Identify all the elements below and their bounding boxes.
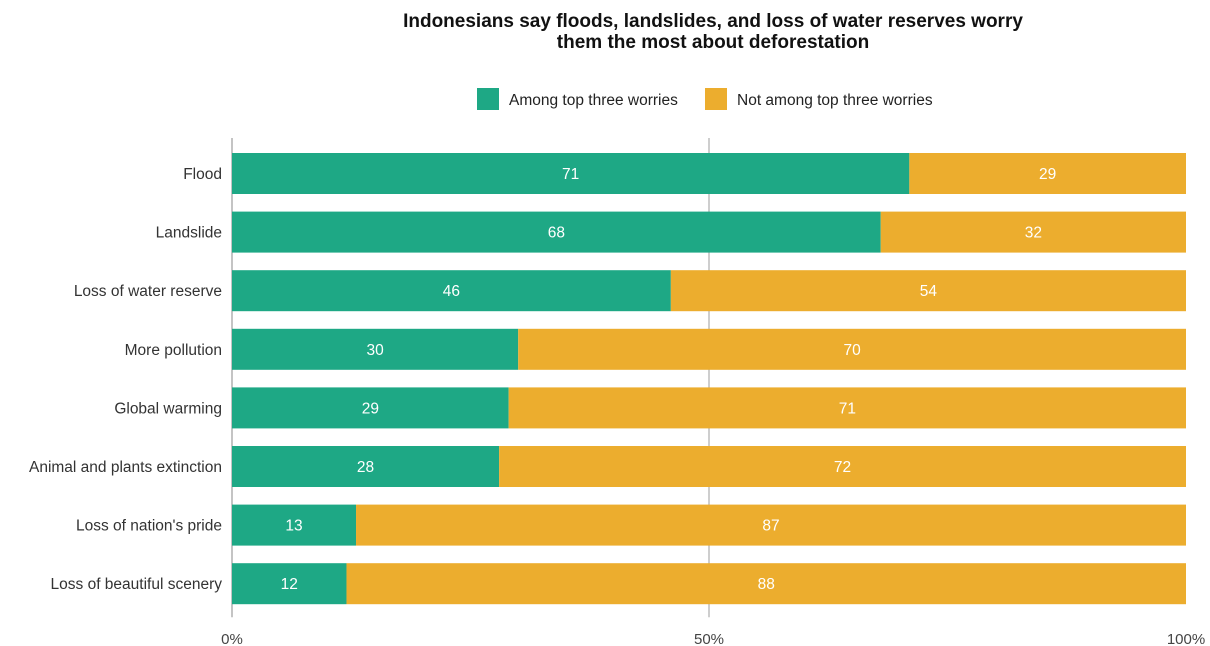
data-label: 87 bbox=[762, 518, 779, 535]
data-label: 72 bbox=[834, 459, 851, 476]
bar-segment bbox=[232, 504, 357, 546]
legend-label: Not among top three worries bbox=[737, 92, 933, 109]
category-label: Loss of water reserve bbox=[74, 283, 222, 300]
data-label: 71 bbox=[562, 166, 579, 183]
bar-segment bbox=[232, 153, 910, 194]
x-axis-ticks: 0% 50% 100% bbox=[221, 631, 1205, 646]
bar-segment bbox=[232, 446, 500, 487]
data-label: 32 bbox=[1025, 225, 1042, 242]
category-label: More pollution bbox=[125, 342, 222, 359]
data-label: 88 bbox=[758, 576, 775, 593]
bar-segment bbox=[880, 211, 1186, 253]
category-label: Flood bbox=[183, 166, 222, 183]
bar-segment bbox=[232, 211, 881, 253]
x-tick-label: 0% bbox=[221, 631, 243, 646]
bar-segment bbox=[518, 328, 1186, 370]
bars: 71 29 68 32 46 54 30 70 29 71 28 72 13 87 12 88 bbox=[232, 153, 1187, 605]
x-tick-label: 100% bbox=[1167, 631, 1205, 646]
data-label: 46 bbox=[443, 283, 460, 300]
bar-segment bbox=[356, 504, 1186, 546]
category-label: Animal and plants extinction bbox=[29, 459, 222, 476]
data-label: 13 bbox=[285, 518, 302, 535]
data-label: 54 bbox=[920, 283, 938, 300]
category-labels: Flood Landslide Loss of water reserve More … bbox=[29, 166, 222, 593]
legend-swatch bbox=[705, 88, 727, 110]
bar-segment bbox=[346, 563, 1187, 605]
legend: Among top three worries Not among top thr… bbox=[477, 88, 933, 110]
data-label: 30 bbox=[366, 342, 384, 359]
legend-swatch bbox=[477, 88, 499, 110]
bar-segment bbox=[232, 328, 519, 370]
data-label: 68 bbox=[548, 225, 565, 242]
category-label: Loss of nation's pride bbox=[76, 518, 222, 535]
category-label: Landslide bbox=[156, 225, 222, 242]
data-label: 71 bbox=[839, 400, 856, 417]
chart-title-line: Indonesians say floods, landslides, and … bbox=[403, 11, 1023, 32]
data-label: 12 bbox=[281, 576, 298, 593]
bar-segment bbox=[232, 270, 671, 312]
category-label: Global warming bbox=[114, 400, 222, 417]
data-label: 70 bbox=[843, 342, 861, 359]
data-label: 29 bbox=[1039, 166, 1056, 183]
x-tick-label: 50% bbox=[694, 631, 724, 646]
data-label: 28 bbox=[357, 459, 374, 476]
bar-segment bbox=[232, 387, 509, 429]
chart-title-line: them the most about deforestation bbox=[557, 32, 869, 53]
bar-segment bbox=[508, 387, 1186, 429]
bar-segment bbox=[909, 153, 1186, 194]
legend-label: Among top three worries bbox=[509, 92, 678, 109]
bar-segment bbox=[670, 270, 1186, 312]
data-label: 29 bbox=[362, 400, 379, 417]
category-label: Loss of beautiful scenery bbox=[51, 576, 223, 593]
bar-segment bbox=[499, 446, 1186, 487]
chart-title: Indonesians say floods, landslides, and … bbox=[403, 11, 1023, 53]
bar-segment bbox=[232, 563, 347, 605]
